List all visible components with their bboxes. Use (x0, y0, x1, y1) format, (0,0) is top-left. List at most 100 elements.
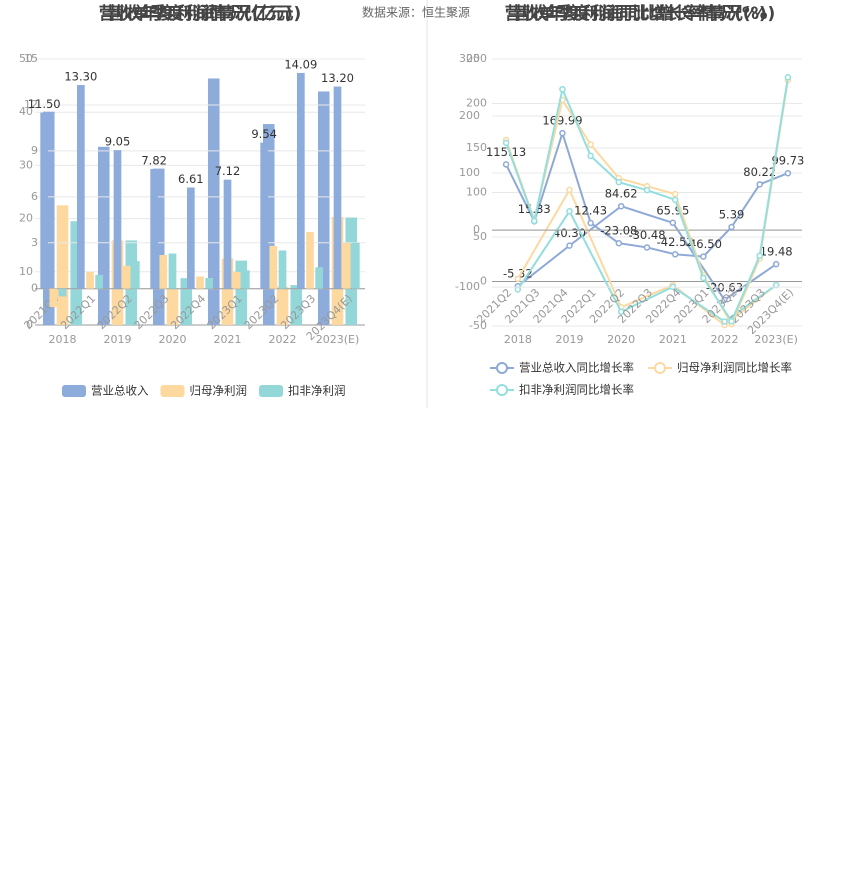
value-label: -23.08 (600, 224, 637, 238)
x-tick-label: 2018 (504, 333, 532, 346)
bar (269, 245, 278, 289)
bar (49, 288, 58, 308)
point (643, 244, 651, 251)
point (559, 85, 566, 93)
bar (125, 240, 138, 325)
bar (333, 86, 342, 289)
point (721, 296, 728, 304)
value-label: 9.05 (105, 135, 131, 149)
point (566, 242, 573, 249)
value-label: 11.50 (28, 97, 61, 111)
bar (207, 78, 220, 326)
point (756, 181, 763, 188)
point (617, 308, 625, 316)
legend-label: 归母净利润 (190, 384, 248, 398)
value-label: 7.82 (141, 153, 167, 167)
y-tick-label: 10 (19, 265, 33, 278)
bar (186, 187, 195, 289)
value-label: 84.62 (605, 187, 638, 201)
value-label: 65.95 (656, 203, 689, 217)
bar (113, 150, 122, 289)
point (514, 286, 522, 293)
value-label: 99.73 (771, 154, 804, 168)
legend-label: 扣非净利润同比增长率 (519, 383, 634, 397)
bar (232, 271, 241, 289)
point (721, 318, 728, 325)
point (502, 161, 510, 168)
bar (260, 142, 269, 289)
point (700, 253, 707, 260)
point (587, 219, 594, 227)
bar (86, 271, 94, 289)
x-tick-label: 2023(E) (754, 333, 798, 346)
legend-swatch (259, 385, 283, 397)
bar (235, 260, 248, 325)
point (671, 251, 679, 258)
value-label: -42.52 (657, 235, 694, 249)
point (756, 252, 763, 259)
point (643, 186, 651, 194)
bar (205, 277, 214, 289)
value-label: 115.13 (486, 145, 526, 159)
legend-label: 扣非净利润 (288, 384, 346, 398)
legend-dot (496, 384, 508, 396)
y-tick-label: 0 (26, 318, 33, 331)
bar (180, 278, 193, 325)
bar (241, 270, 250, 289)
point (531, 217, 538, 225)
value-label: 7.12 (215, 164, 241, 178)
point (566, 186, 573, 194)
point (615, 239, 623, 247)
x-tick-label: 2020 (159, 333, 187, 346)
legend-label: 归母净利润同比增长率 (677, 361, 792, 375)
point (772, 260, 780, 268)
y-tick-label: 100 (459, 166, 480, 179)
value-label: 15.33 (518, 202, 551, 216)
y-tick-label: 40 (19, 105, 33, 118)
chart-title: 营收年度利润同比增长率情况(%) (513, 3, 767, 24)
bar (278, 250, 287, 289)
bar (122, 265, 131, 289)
bar (95, 274, 104, 289)
y-tick-label: 15 (24, 52, 38, 65)
value-label: 5.39 (719, 207, 745, 221)
bar (306, 232, 314, 289)
bar (152, 168, 165, 325)
value-label: 19.48 (760, 245, 793, 259)
bar (315, 267, 324, 289)
bar (296, 72, 305, 289)
y-tick-label: 6 (31, 190, 38, 203)
point (669, 219, 677, 227)
bar (345, 217, 358, 325)
bar (351, 242, 360, 289)
y-tick-label: 9 (31, 144, 38, 157)
value-label: 12.43 (574, 203, 607, 217)
bar (290, 285, 303, 325)
y-tick-label: 30 (19, 158, 33, 171)
y-tick-label: 3 (31, 236, 38, 249)
bar (42, 111, 55, 325)
chart-title: 营收年度利润情况(亿元) (107, 3, 293, 24)
x-tick-label: 2019 (104, 333, 132, 346)
point (559, 129, 566, 137)
line (517, 205, 777, 302)
value-label: 6.61 (178, 172, 204, 186)
point (587, 141, 594, 148)
value-label: 13.20 (321, 71, 354, 85)
x-tick-label: 2022 (711, 333, 739, 346)
point (671, 196, 679, 204)
bar (223, 179, 232, 289)
bar (97, 146, 110, 325)
point (700, 274, 707, 282)
bar (221, 258, 234, 325)
bar (70, 221, 83, 325)
point (728, 223, 735, 231)
value-label: 14.09 (284, 57, 317, 71)
point (728, 318, 735, 325)
y-tick-label: 0 (31, 282, 38, 295)
chart-title: 营收单季度利润情况(亿元) (99, 3, 302, 24)
chart-title: 营收单季度利润同比增长率情况(%) (505, 3, 776, 24)
y-tick-label: 200 (466, 97, 487, 110)
